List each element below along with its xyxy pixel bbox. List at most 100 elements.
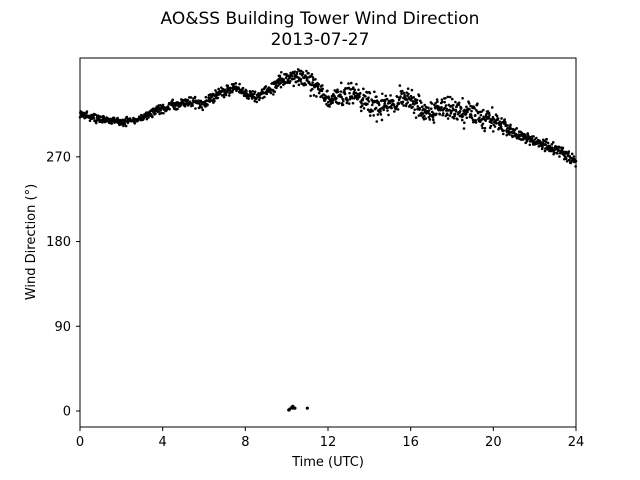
data-point: [424, 108, 427, 112]
data-point: [189, 96, 193, 99]
data-point: [530, 137, 534, 141]
data-point: [375, 95, 378, 98]
data-point: [387, 113, 390, 117]
data-point: [323, 99, 327, 102]
x-tick-label: 4: [159, 435, 167, 450]
data-point: [284, 76, 288, 80]
x-tick-label: 8: [241, 435, 249, 450]
data-point: [309, 94, 312, 98]
data-point: [353, 88, 357, 92]
data-point: [550, 143, 554, 146]
data-point: [446, 113, 449, 117]
data-point: [368, 114, 372, 117]
data-point: [92, 116, 96, 120]
data-point: [197, 99, 200, 102]
data-point: [392, 99, 395, 103]
data-point: [366, 102, 369, 106]
data-point: [499, 125, 503, 129]
data-point: [457, 101, 461, 105]
data-point: [461, 112, 465, 115]
data-point: [448, 114, 452, 117]
data-point: [544, 143, 547, 146]
data-point: [422, 112, 425, 115]
data-point: [101, 121, 104, 124]
data-point: [457, 103, 461, 106]
data-point: [402, 91, 406, 95]
data-point: [545, 137, 548, 141]
data-point: [385, 97, 389, 101]
data-point: [491, 130, 495, 133]
data-point: [524, 133, 527, 137]
data-point: [442, 112, 445, 115]
data-point: [424, 117, 428, 120]
data-point: [562, 157, 566, 161]
data-point: [476, 102, 479, 105]
data-point: [458, 109, 462, 113]
data-point: [499, 123, 503, 126]
data-point: [299, 69, 303, 73]
data-point: [343, 92, 347, 96]
data-point: [124, 124, 128, 128]
data-point: [478, 116, 481, 120]
data-point: [483, 129, 486, 133]
x-tick-label: 12: [320, 435, 337, 450]
data-point: [420, 105, 424, 109]
data-point: [416, 105, 420, 108]
y-tick-label: 0: [63, 404, 71, 419]
data-point: [317, 91, 321, 95]
data-point: [371, 109, 374, 113]
outlier-point: [288, 407, 292, 411]
data-point: [489, 124, 493, 128]
data-point: [544, 147, 547, 150]
data-point: [384, 94, 388, 98]
data-point: [470, 116, 474, 120]
data-point: [409, 99, 413, 102]
data-point: [341, 97, 344, 101]
data-point: [429, 107, 433, 110]
data-point: [357, 88, 360, 92]
data-point: [403, 93, 406, 97]
data-point: [265, 92, 269, 96]
data-point: [495, 122, 498, 125]
data-point: [493, 125, 497, 128]
data-point: [278, 74, 282, 78]
data-point: [216, 96, 220, 100]
data-point: [470, 109, 473, 113]
data-point: [245, 89, 248, 93]
data-point: [335, 97, 338, 100]
data-point: [428, 118, 432, 121]
data-point: [339, 93, 342, 97]
data-point: [112, 116, 116, 120]
data-point: [295, 70, 299, 74]
data-point: [85, 110, 89, 113]
data-point: [541, 145, 544, 149]
data-point: [275, 86, 278, 90]
data-point: [376, 113, 380, 116]
data-point: [515, 127, 519, 130]
data-point: [490, 106, 494, 109]
data-point: [324, 94, 327, 97]
data-point: [415, 98, 419, 102]
data-point: [206, 103, 209, 107]
data-point: [411, 105, 414, 109]
data-point: [435, 98, 439, 101]
data-point: [220, 86, 223, 89]
data-point: [543, 149, 547, 153]
data-point: [347, 82, 350, 85]
data-point: [126, 121, 130, 125]
data-point: [409, 103, 412, 107]
data-point: [487, 111, 491, 115]
data-point: [200, 106, 203, 109]
data-point: [454, 110, 458, 113]
data-point: [321, 84, 324, 87]
data-point: [122, 124, 125, 128]
data-point: [434, 101, 438, 105]
data-point: [342, 99, 345, 103]
data-point: [251, 90, 254, 93]
data-point: [502, 129, 505, 132]
data-point: [443, 100, 446, 104]
data-point: [440, 100, 444, 104]
data-point: [552, 151, 556, 154]
data-point: [279, 81, 282, 85]
